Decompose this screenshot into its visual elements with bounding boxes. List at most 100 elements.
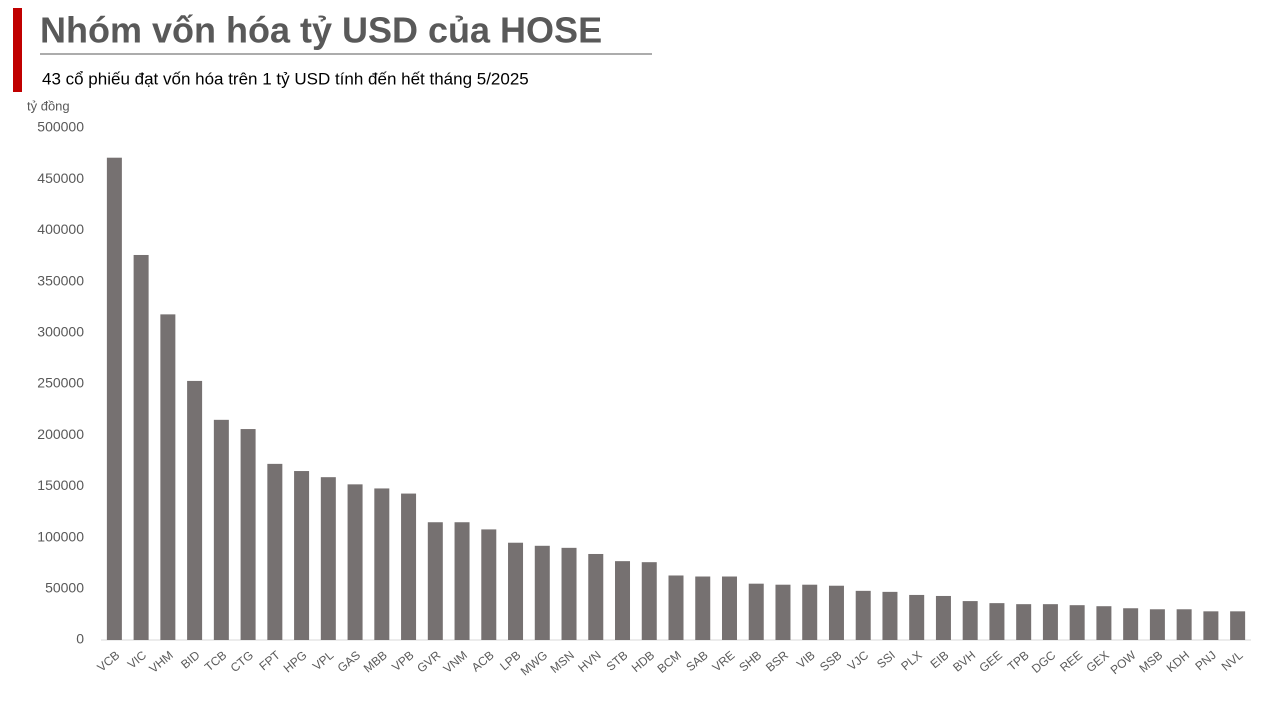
bar: [962, 601, 978, 640]
bar: [374, 488, 390, 640]
bar: [320, 477, 336, 640]
bar: [561, 547, 577, 640]
x-tick-label: STB: [604, 648, 631, 674]
bar: [160, 314, 176, 640]
bar: [775, 584, 791, 640]
x-tick-label: TPB: [1005, 648, 1032, 674]
x-tick-label: PNJ: [1192, 648, 1218, 673]
x-tick-label: BVH: [950, 648, 978, 675]
bar: [935, 595, 951, 640]
y-tick-label: 0: [76, 631, 84, 647]
y-tick-label: 150000: [37, 477, 84, 493]
x-tick-label: MSN: [548, 648, 577, 676]
x-tick-label: VJC: [845, 648, 872, 674]
x-tick-label: ACB: [469, 648, 497, 675]
x-tick-label: VNM: [441, 648, 470, 676]
x-tick-label: SAB: [683, 648, 710, 674]
x-tick-label: HVN: [575, 648, 603, 675]
bar: [454, 522, 470, 640]
x-tick-label: VIB: [794, 648, 818, 671]
y-tick-label: 500000: [37, 119, 84, 135]
x-tick-label: CTG: [228, 648, 256, 675]
bar: [909, 594, 925, 640]
y-tick-label: 50000: [45, 580, 84, 596]
x-tick-label: VPL: [310, 648, 337, 674]
x-tick-label: REE: [1057, 648, 1085, 675]
bar: [882, 591, 898, 640]
bar: [588, 553, 604, 640]
bar: [615, 561, 631, 640]
bar: [427, 522, 443, 640]
x-tick-label: PLX: [898, 648, 924, 673]
bar: [508, 542, 524, 640]
bar: [213, 419, 229, 640]
x-tick-label: GEE: [976, 648, 1004, 675]
bar: [1230, 611, 1246, 640]
bar: [347, 484, 363, 640]
bar: [1123, 608, 1139, 640]
bar: [695, 576, 711, 640]
bar: [1016, 604, 1032, 640]
x-tick-label: GEX: [1083, 648, 1111, 675]
x-tick-label: VIC: [125, 648, 150, 672]
bar: [802, 584, 818, 640]
x-tick-label: VRE: [710, 648, 738, 675]
x-tick-label: SHB: [736, 648, 764, 675]
y-tick-label: 200000: [37, 426, 84, 442]
bar: [240, 429, 256, 640]
x-tick-label: GVR: [414, 648, 443, 676]
bar: [187, 380, 203, 640]
x-tick-label: KDH: [1164, 648, 1192, 675]
x-tick-label: VPB: [389, 648, 416, 674]
x-tick-label: SSI: [874, 648, 898, 671]
bar: [1203, 611, 1219, 640]
chart-subtitle: 43 cổ phiếu đạt vốn hóa trên 1 tỷ USD tí…: [42, 69, 529, 88]
x-tick-label: HPG: [281, 648, 310, 675]
x-tick-label: GAS: [335, 648, 363, 675]
x-tick-label: SSB: [817, 648, 844, 674]
x-tick-label: BID: [178, 648, 203, 672]
bar: [989, 603, 1005, 640]
x-tick-label: VCB: [94, 648, 122, 675]
x-tick-label: VHM: [146, 648, 175, 676]
bar: [855, 590, 871, 640]
y-tick-label: 350000: [37, 272, 84, 288]
x-tick-label: NVL: [1219, 648, 1246, 674]
bar: [267, 463, 283, 640]
bar: [401, 493, 417, 640]
bar: [721, 576, 737, 640]
bar: [106, 157, 122, 641]
bar: [1069, 605, 1085, 640]
x-tick-label: POW: [1108, 648, 1139, 678]
y-tick-label: 400000: [37, 221, 84, 237]
y-tick-label: 100000: [37, 528, 84, 544]
bar: [1042, 604, 1058, 640]
bar: [1176, 609, 1192, 640]
x-tick-label: FPT: [256, 648, 283, 674]
bar: [668, 575, 684, 640]
bar: [133, 254, 149, 640]
bar: [534, 545, 550, 640]
x-tick-label: MBB: [361, 648, 390, 675]
bar: [481, 529, 497, 640]
x-tick-label: MWG: [518, 648, 550, 678]
chart-title: Nhóm vốn hóa tỷ USD của HOSE: [40, 10, 602, 51]
x-tick-label: MSB: [1136, 648, 1165, 675]
x-tick-label: DGC: [1029, 648, 1059, 676]
x-tick-label: HDB: [629, 648, 657, 675]
bar: [294, 471, 310, 640]
y-tick-label: 300000: [37, 324, 84, 340]
bar: [1096, 606, 1112, 640]
y-tick-label: 250000: [37, 375, 84, 391]
x-tick-label: BCM: [655, 648, 684, 676]
y-axis-label: tỷ đồng: [27, 98, 70, 113]
y-tick-label: 450000: [37, 170, 84, 186]
bar: [1149, 609, 1165, 640]
accent-bar: [13, 8, 22, 92]
bar: [641, 562, 657, 640]
x-tick-label: TCB: [202, 648, 229, 674]
bar: [748, 583, 764, 640]
x-tick-label: BSR: [763, 648, 791, 675]
bar: [828, 585, 844, 640]
